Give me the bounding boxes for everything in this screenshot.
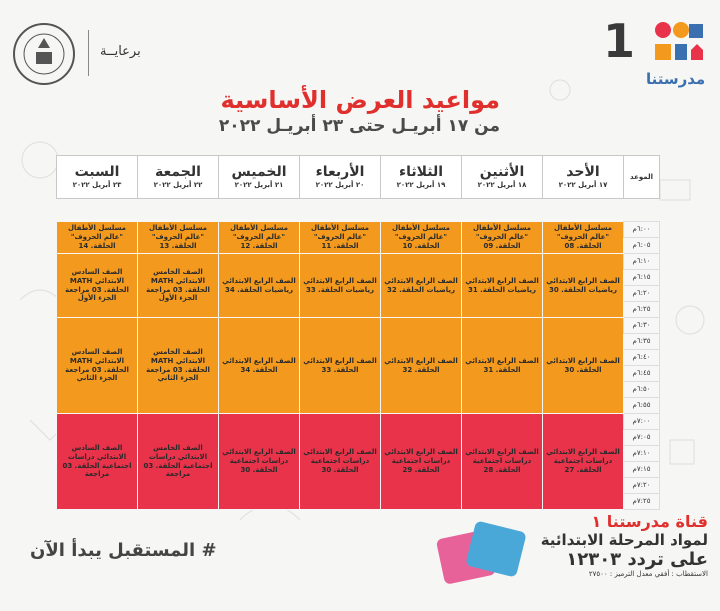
- days-header-row: الموعد الأحد ١٧ أبريل ٢٠٢٢ الأثنين ١٨ أبري…: [56, 155, 660, 199]
- table-row: ٦:٣٥م: [57, 333, 660, 350]
- table-row: ٦:٤٠م: [57, 349, 660, 366]
- program-cell-monday: الصف الرابع الابتدائي دراسات اجتماعية ال…: [461, 413, 543, 510]
- page-title: مواعيد العرض الأساسية: [220, 86, 500, 114]
- table-row: ٦:٠٥م: [57, 237, 660, 254]
- channel-info: قناة مدرستنا ١ لمواد المرحلة الابتدائية …: [541, 512, 708, 578]
- channel-reception: الاستقطاب : أفقي معدل الترميز : ٢٧٥٠٠: [588, 570, 708, 578]
- program-cell-tuesday: الصف الرابع الابتدائي دراسات اجتماعية ال…: [380, 413, 462, 510]
- table-row: ٧:٢٥م: [57, 493, 660, 510]
- time-slot: ٧:٢٥م: [623, 493, 660, 510]
- time-slot: ٦:١٥م: [623, 269, 660, 286]
- table-row: ٦:١٠م الصف الرابع الابتدائي رياضيات الحلق…: [56, 253, 660, 318]
- program-cell-wednesday: الصف الرابع الابتدائي رياضيات الحلقة. 33: [299, 253, 381, 318]
- time-slot: ٦:٢٥م: [623, 301, 660, 318]
- brand-name: مدرستنا: [646, 70, 706, 88]
- channel-name: مدرستنا ١: [591, 512, 670, 531]
- program-cell-thursday: الصف الرابع الابتدائي الحلقة. 34: [218, 317, 300, 414]
- program-cell-saturday: مسلسل الأطفال "عالم الحروف" الحلقة. 14: [56, 221, 138, 254]
- schedule-table: الموعد الأحد ١٧ أبريل ٢٠٢٢ الأثنين ١٨ أبري…: [56, 155, 660, 510]
- table-row: ٦:٢٥م: [57, 301, 660, 318]
- program-cell-saturday: الصف السادس الابتدائي MATH الحلقة. 03 مر…: [56, 253, 138, 318]
- program-cell-thursday: الصف الرابع الابتدائي دراسات اجتماعية ال…: [218, 413, 300, 510]
- day-header-tuesday: الثلاثاء ١٩ أبريل ٢٠٢٢: [380, 155, 462, 199]
- program-cell-saturday: الصف السادس الابتدائي MATH الحلقة. 03 مر…: [56, 317, 138, 414]
- table-row: ٧:٠٠م الصف الرابع الابتدائي دراسات اجتماع…: [56, 413, 660, 510]
- program-cell-tuesday: الصف الرابع الابتدائي رياضيات الحلقة. 32: [380, 253, 462, 318]
- time-slot: ٧:١٠م: [623, 445, 660, 462]
- day-header-sunday: الأحد ١٧ أبريل ٢٠٢٢: [542, 155, 624, 199]
- time-slot: ٧:٠٥م: [623, 429, 660, 446]
- program-cell-sunday: مسلسل الأطفال "عالم الحروف" الحلقة. 08: [542, 221, 624, 254]
- day-header-saturday: السبت ٢٣ أبريل ٢٠٢٢: [56, 155, 138, 199]
- program-cell-sunday: الصف الرابع الابتدائي دراسات اجتماعية ال…: [542, 413, 624, 510]
- time-slot: ٦:٢٠م: [623, 285, 660, 302]
- channel-title: قناة مدرستنا ١: [591, 512, 708, 531]
- program-cell-monday: الصف الرابع الابتدائي رياضيات الحلقة. 31: [461, 253, 543, 318]
- day-header-monday: الأثنين ١٨ أبريل ٢٠٢٢: [461, 155, 543, 199]
- time-slot: ٦:٥٥م: [623, 397, 660, 414]
- program-cell-friday: مسلسل الأطفال "عالم الحروف" الحلقة. 13: [137, 221, 219, 254]
- program-cell-wednesday: مسلسل الأطفال "عالم الحروف" الحلقة. 11: [299, 221, 381, 254]
- time-slot: ٧:٠٠م: [623, 413, 660, 430]
- header-divider: [88, 30, 89, 76]
- program-cell-monday: الصف الرابع الابتدائي الحلقة. 31: [461, 317, 543, 414]
- time-slot: ٦:٠٥م: [623, 237, 660, 254]
- tablet-devices-icon: [436, 521, 526, 584]
- page-subtitle: من ١٧ أبريـل حتى ٢٣ أبريـل ٢٠٢٢: [218, 116, 500, 136]
- table-row: ٧:٠٥م: [57, 429, 660, 446]
- program-cell-friday: الصف الخامس الابتدائي دراسات اجتماعية ال…: [137, 413, 219, 510]
- program-cell-tuesday: الصف الرابع الابتدائي الحلقة. 32: [380, 317, 462, 414]
- program-cell-tuesday: مسلسل الأطفال "عالم الحروف" الحلقة. 10: [380, 221, 462, 254]
- day-header-wednesday: الأربعاء ٢٠ أبريل ٢٠٢٢: [299, 155, 381, 199]
- time-slot: ٦:٤٥م: [623, 365, 660, 382]
- day-header-friday: الجمعة ٢٢ أبريل ٢٠٢٢: [137, 155, 219, 199]
- program-cell-thursday: الصف الرابع الابتدائي رياضيات الحلقة. 34: [218, 253, 300, 318]
- program-cell-friday: الصف الخامس الابتدائي MATH الحلقة. 03 مر…: [137, 317, 219, 414]
- table-row: ٧:٢٠م: [57, 477, 660, 494]
- time-slot: ٦:٣٠م: [623, 317, 660, 334]
- time-slot: ٦:٣٥م: [623, 333, 660, 350]
- program-cell-sunday: الصف الرابع الابتدائي رياضيات الحلقة. 30: [542, 253, 624, 318]
- time-header: الموعد: [623, 155, 660, 199]
- table-row: ٦:٥٥م: [57, 397, 660, 414]
- time-slot: ٧:١٥م: [623, 461, 660, 478]
- madrasetna-logo-icon: [655, 22, 703, 60]
- channel-number-logo: 1: [603, 14, 636, 68]
- program-cell-wednesday: الصف الرابع الابتدائي الحلقة. 33: [299, 317, 381, 414]
- table-row: ٦:٢٠م: [57, 285, 660, 302]
- program-cell-sunday: الصف الرابع الابتدائي الحلقة. 30: [542, 317, 624, 414]
- sponsor-label: برعايــة: [100, 44, 141, 59]
- table-row: ٧:١٥م: [57, 461, 660, 478]
- time-slot: ٦:٤٠م: [623, 349, 660, 366]
- time-slot: ٦:٠٠م: [623, 221, 660, 238]
- time-slot: ٧:٢٠م: [623, 477, 660, 494]
- channel-subject-line: لمواد المرحلة الابتدائية: [540, 531, 708, 549]
- program-cell-thursday: مسلسل الأطفال "عالم الحروف" الحلقة. 12: [218, 221, 300, 254]
- table-row: ٦:٣٠م الصف الرابع الابتدائي الحلقة. 30 الص…: [56, 317, 660, 414]
- ministry-seal-logo: [13, 23, 75, 85]
- program-cell-wednesday: الصف الرابع الابتدائي دراسات اجتماعية ال…: [299, 413, 381, 510]
- time-slot: ٦:١٠م: [623, 253, 660, 270]
- hashtag-slogan: # المستقبل يبدأ الآن: [30, 540, 217, 561]
- program-cell-friday: الصف الخامس الابتدائي MATH الحلقة. 03 مر…: [137, 253, 219, 318]
- program-cell-saturday: الصف السادس الابتدائي دراسات اجتماعية ال…: [56, 413, 138, 510]
- day-header-thursday: الخميس ٢١ أبريل ٢٠٢٢: [218, 155, 300, 199]
- time-slot: ٦:٥٠م: [623, 381, 660, 398]
- table-row: ٦:٠٠م مسلسل الأطفال "عالم الحروف" الحلقة.…: [56, 221, 660, 254]
- channel-frequency: على تردد ١٢٣٠٣: [566, 549, 708, 570]
- program-cell-monday: مسلسل الأطفال "عالم الحروف" الحلقة. 09: [461, 221, 543, 254]
